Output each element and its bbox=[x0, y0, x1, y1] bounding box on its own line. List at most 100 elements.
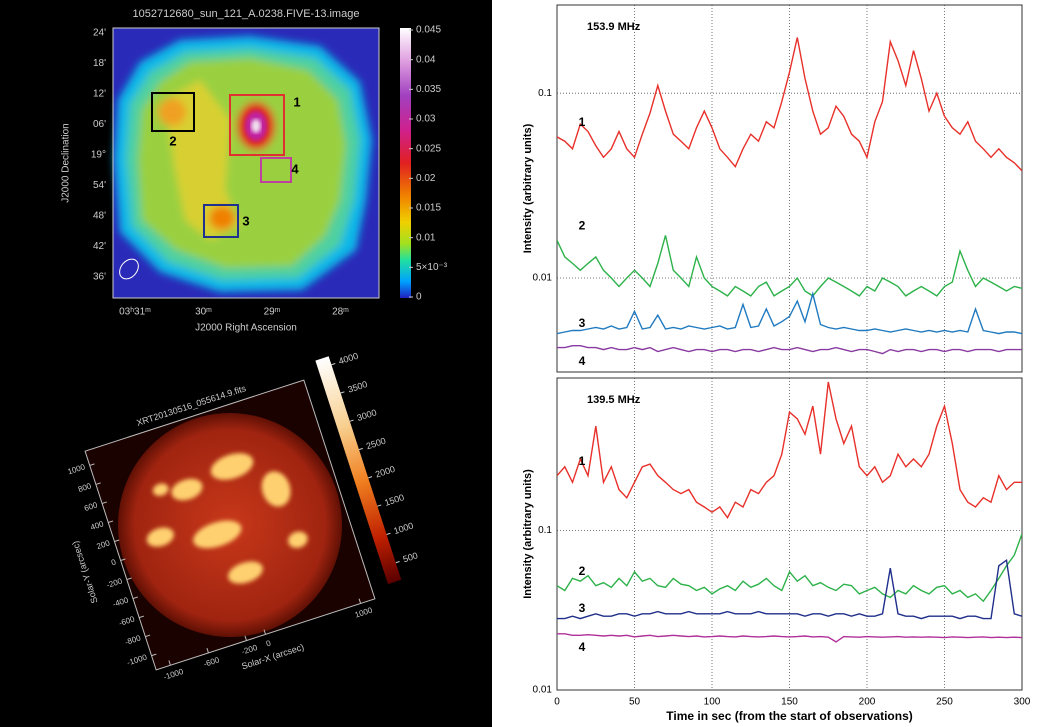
radio-frame bbox=[112, 27, 380, 299]
x-tick-label: 0 bbox=[554, 697, 560, 708]
y-tick-label: 06' bbox=[93, 119, 106, 130]
x-tick bbox=[168, 660, 171, 666]
y-tick-label: 24' bbox=[93, 28, 106, 39]
region-label: 3 bbox=[242, 213, 249, 228]
x-tick-label: 29ᵐ bbox=[264, 307, 281, 318]
radio-peak bbox=[251, 119, 261, 133]
series-label: 4 bbox=[579, 354, 586, 368]
active-region bbox=[228, 561, 263, 584]
y-tick-label: 400 bbox=[89, 519, 105, 532]
radio-image bbox=[112, 27, 380, 299]
beam bbox=[119, 258, 139, 280]
y-tick-label: 600 bbox=[83, 500, 99, 513]
colorbar-tick-label: 0.015 bbox=[416, 203, 441, 214]
colorbar-tick bbox=[358, 447, 363, 451]
radio-inner bbox=[138, 58, 346, 268]
region-label: 1 bbox=[293, 94, 300, 109]
y-tick bbox=[126, 577, 132, 581]
active-region bbox=[152, 483, 169, 496]
series-line bbox=[557, 235, 1022, 297]
series-label: 3 bbox=[579, 316, 586, 330]
x-tick-label: 300 bbox=[1014, 697, 1031, 708]
radio-spot bbox=[158, 98, 186, 126]
x-tick bbox=[244, 635, 247, 641]
x-tick-label: 100 bbox=[704, 697, 721, 708]
y-tick-label: 18' bbox=[93, 58, 106, 69]
y-tick bbox=[89, 463, 95, 466]
active-region bbox=[171, 478, 203, 501]
active-region bbox=[288, 531, 308, 548]
x-tick bbox=[206, 648, 209, 654]
colorbar-tick-label: 0.01 bbox=[416, 232, 436, 243]
radio-spot bbox=[209, 206, 235, 230]
y-tick bbox=[95, 482, 101, 485]
x-tick bbox=[263, 629, 267, 635]
active-region bbox=[146, 527, 174, 547]
y-axis-label: J2000 Declination bbox=[61, 123, 72, 203]
series-line bbox=[557, 533, 1022, 603]
series-line bbox=[557, 381, 1022, 520]
y-tick-label: 42' bbox=[93, 241, 106, 252]
colorbar-tick-label: 0 bbox=[416, 292, 422, 303]
radio-title: 1052712680_sun_121_A.0238.FIVE-13.image bbox=[133, 8, 360, 20]
y-tick bbox=[132, 596, 138, 600]
active-region bbox=[261, 471, 291, 507]
y-tick bbox=[145, 634, 151, 638]
y-tick-label: 19° bbox=[91, 150, 106, 161]
series-label: 1 bbox=[579, 115, 586, 129]
series-line bbox=[557, 633, 1022, 643]
active-region bbox=[193, 520, 242, 549]
colorbar-tick-label: 0.04 bbox=[416, 54, 436, 65]
x-tick-label: 200 bbox=[859, 697, 876, 708]
x-tick-label: 30ᵐ bbox=[195, 307, 212, 318]
series-label: 2 bbox=[579, 218, 586, 232]
colorbar-tick bbox=[340, 391, 345, 394]
series-line bbox=[557, 37, 1022, 172]
region-box bbox=[229, 94, 285, 156]
y-tick-label: 12' bbox=[93, 89, 106, 100]
y-tick-label: 48' bbox=[93, 211, 106, 222]
colorbar-tick bbox=[377, 504, 382, 507]
xray-colorbar bbox=[315, 356, 402, 585]
series-line bbox=[557, 345, 1022, 355]
y-tick bbox=[120, 558, 126, 562]
y-tick-label: 800 bbox=[77, 481, 93, 494]
region-label: 2 bbox=[169, 133, 176, 148]
colorbar-tick-label: 0.035 bbox=[416, 84, 441, 95]
x-tick-label: 250 bbox=[936, 697, 953, 708]
y-tick bbox=[108, 520, 114, 523]
x-tick bbox=[358, 598, 362, 604]
y-tick-label: 0.1 bbox=[538, 525, 552, 536]
x-tick-label: 28ᵐ bbox=[332, 307, 349, 318]
x-axis-label: J2000 Right Ascension bbox=[195, 323, 297, 334]
radio-core bbox=[165, 80, 240, 240]
colorbar-tick-label: 5×10⁻³ bbox=[416, 262, 448, 273]
colorbar-tick bbox=[349, 419, 354, 422]
region-box bbox=[151, 92, 195, 132]
colorbar-tick-label: 0.02 bbox=[416, 173, 436, 184]
series-line bbox=[557, 291, 1022, 335]
radio-colorbar bbox=[400, 28, 411, 298]
series-label: 2 bbox=[579, 564, 586, 578]
colorbar-tick bbox=[395, 561, 400, 564]
x-tick-label: 03ʰ31ᵐ bbox=[119, 307, 151, 318]
y-tick-label: 36' bbox=[93, 272, 106, 283]
plot-frame bbox=[556, 4, 1023, 373]
xray-panel: XRT20130516_055614.9.fits100080060040020… bbox=[67, 351, 420, 682]
colorbar-tick bbox=[331, 363, 336, 366]
region-box bbox=[260, 157, 292, 183]
x-tick-label: 50 bbox=[629, 697, 641, 708]
x-tick-label: 0 bbox=[265, 638, 273, 648]
x-tick-label: 150 bbox=[781, 697, 798, 708]
colorbar-tick bbox=[386, 532, 391, 535]
region-box bbox=[203, 204, 239, 238]
chart-title: 153.9 MHz bbox=[587, 21, 641, 33]
y-tick-label: 0.01 bbox=[533, 273, 553, 284]
active-region bbox=[210, 453, 254, 480]
y-tick bbox=[114, 539, 120, 542]
colorbar-tick-label: 0.025 bbox=[416, 143, 441, 154]
colorbar-tick-label: 0.03 bbox=[416, 114, 436, 125]
y-tick-label: 54' bbox=[93, 180, 106, 191]
